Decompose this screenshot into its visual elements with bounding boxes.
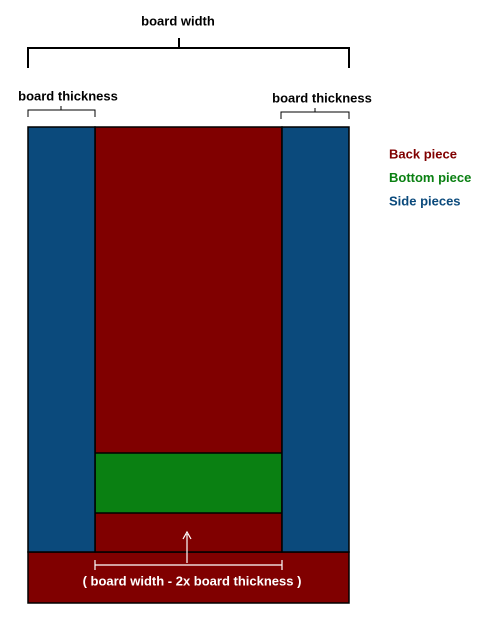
formula-label: ( board width - 2x board thickness ) xyxy=(83,573,302,588)
left-thickness-bracket xyxy=(27,106,96,117)
right-thickness-bracket xyxy=(280,108,350,119)
left-thickness-label: board thickness xyxy=(18,88,118,103)
bottom-piece xyxy=(94,452,283,514)
bottom-strip xyxy=(27,551,350,604)
legend: Back piece Bottom piece Side pieces xyxy=(389,146,471,208)
left-side-piece xyxy=(27,126,96,553)
right-thickness-label: board thickness xyxy=(272,90,372,105)
legend-label: Bottom piece xyxy=(389,170,471,185)
legend-label: Back piece xyxy=(389,146,457,161)
legend-label: Side pieces xyxy=(389,193,461,208)
board-width-bracket xyxy=(27,38,350,68)
right-side-piece xyxy=(281,126,350,553)
board-width-label: board width xyxy=(141,13,215,28)
formula-bracket xyxy=(94,530,283,570)
